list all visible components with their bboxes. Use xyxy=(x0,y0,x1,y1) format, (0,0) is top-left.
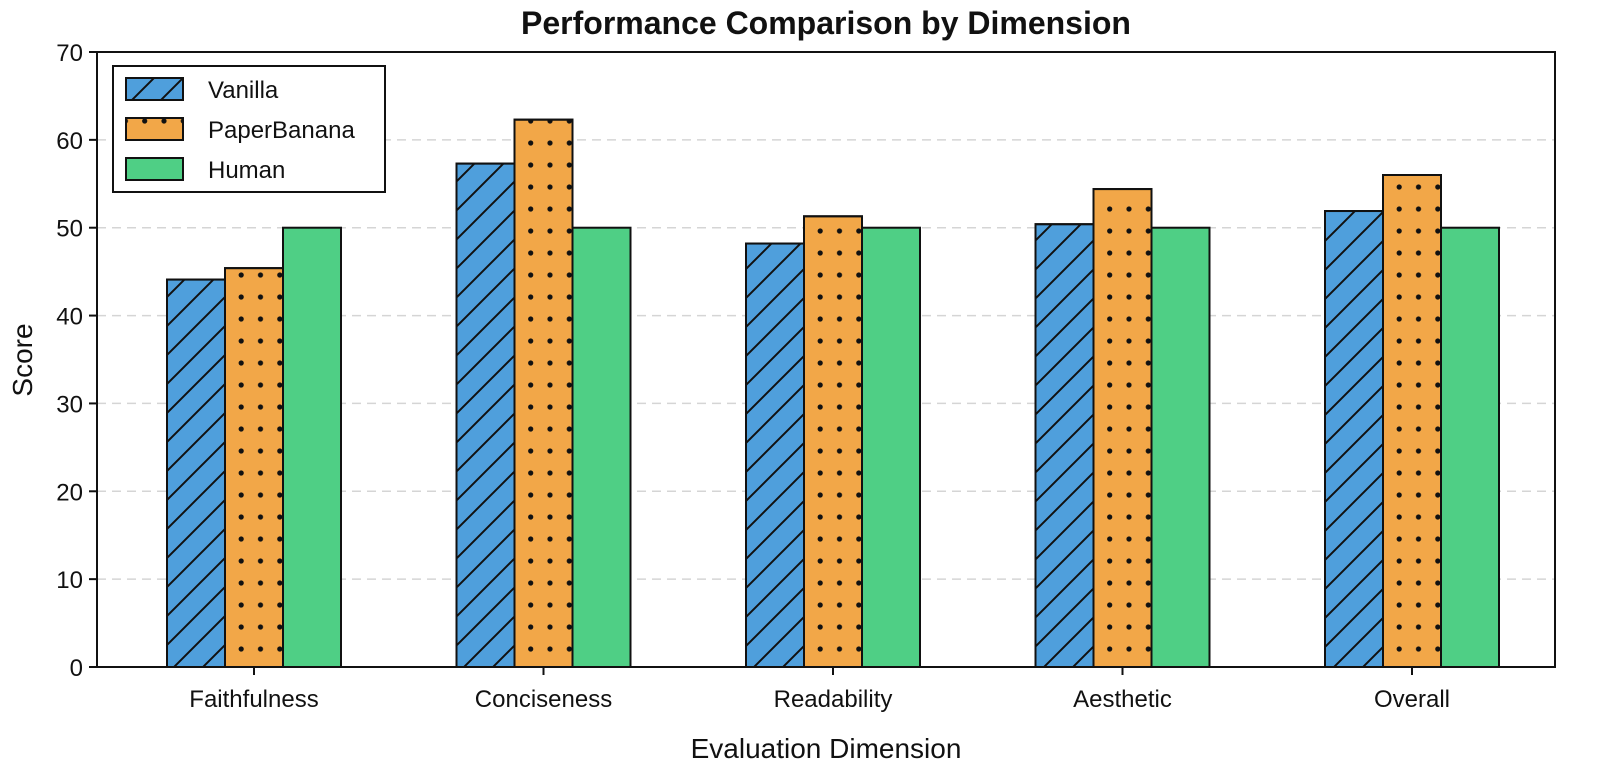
y-tick-label: 10 xyxy=(56,567,83,594)
plot-frame xyxy=(96,51,1556,668)
x-tick-label: Conciseness xyxy=(475,686,612,713)
bar-hatch xyxy=(224,267,284,668)
bar-hatch xyxy=(1382,174,1442,668)
y-tick-label: 20 xyxy=(56,479,83,506)
bar-hatch xyxy=(1092,188,1153,669)
y-tick-label: 60 xyxy=(56,128,83,155)
bar-human-conciseness xyxy=(571,226,632,668)
legend-label: Vanilla xyxy=(208,77,279,104)
bar-hatch xyxy=(1034,223,1095,668)
bar-hatch xyxy=(803,215,863,669)
x-axis-label: Evaluation Dimension xyxy=(691,733,962,764)
x-tick-label: Aesthetic xyxy=(1073,686,1172,713)
bar-hatch xyxy=(455,162,516,668)
y-axis-label: Score xyxy=(7,323,38,396)
y-tick-label: 40 xyxy=(56,304,83,331)
x-tick-label: Faithfulness xyxy=(189,686,318,713)
legend-swatch xyxy=(125,157,184,181)
bar-human-aesthetic xyxy=(1150,226,1211,668)
legend-swatch-hatch xyxy=(125,117,184,141)
x-tick-label: Readability xyxy=(774,686,893,713)
bar-hatch xyxy=(1324,210,1384,668)
legend: Vanilla PaperBanana Human xyxy=(112,65,386,193)
y-tick-label: 50 xyxy=(56,216,83,243)
chart-title: Performance Comparison by Dimension xyxy=(521,5,1131,41)
x-tick-label: Overall xyxy=(1374,686,1450,713)
bar-hatch xyxy=(513,118,574,668)
y-tick-label: 70 xyxy=(56,40,83,67)
legend-swatch-hatch xyxy=(125,77,184,101)
bar-hatch xyxy=(166,278,226,668)
bar-hatch xyxy=(745,242,805,668)
y-tick-label: 30 xyxy=(56,391,83,418)
y-tick-label: 0 xyxy=(70,655,83,682)
bar-human-overall xyxy=(1440,226,1500,668)
legend-label: Human xyxy=(208,157,285,184)
bar-human-faithfulness xyxy=(282,226,342,668)
bar-human-readability xyxy=(861,226,921,668)
legend-label: PaperBanana xyxy=(208,117,355,144)
